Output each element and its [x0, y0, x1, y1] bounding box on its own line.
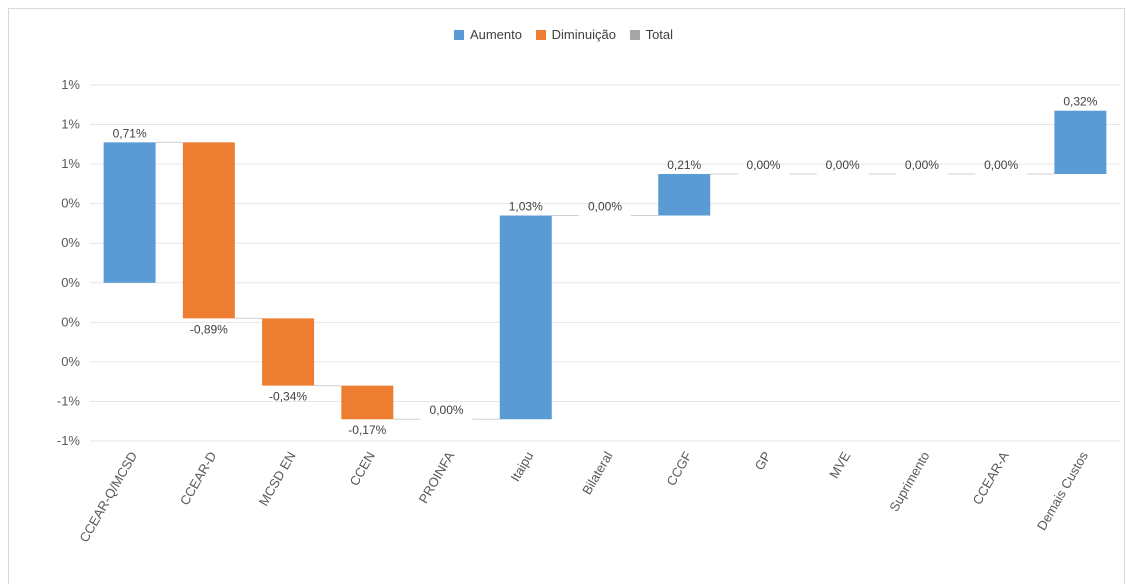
y-tick-label: -1%: [57, 433, 81, 448]
y-tick-label: 0%: [61, 354, 80, 369]
x-tick-label: Bilateral: [579, 449, 616, 497]
waterfall-bar[interactable]: [103, 142, 156, 283]
x-tick-label: GP: [752, 449, 774, 473]
data-label: 0,00%: [905, 158, 939, 172]
data-label: 0,00%: [588, 200, 622, 214]
legend-label-diminuicao: Diminuição: [551, 27, 616, 42]
y-tick-label: 1%: [61, 77, 80, 92]
x-tick-label: CCEAR-Q/MCSD: [76, 449, 140, 545]
x-tick-label: CCEAR-A: [970, 449, 1012, 507]
waterfall-bar[interactable]: [262, 318, 315, 386]
y-axis-tick-labels: 1% 1% 1% 0% 0% 0% 0% 0% -1% -1%: [57, 77, 81, 448]
data-label: 0,21%: [667, 158, 701, 172]
x-tick-label: Demais Custos: [1034, 449, 1091, 533]
waterfall-bar[interactable]: [1054, 110, 1107, 174]
y-tick-label: 0%: [61, 235, 80, 250]
x-tick-label: Suprimento: [886, 449, 932, 514]
bars: [103, 110, 1107, 420]
legend-label-total: Total: [645, 27, 674, 42]
data-label: 0,71%: [113, 126, 147, 140]
data-label: -0,89%: [190, 322, 228, 336]
waterfall-bar[interactable]: [341, 385, 394, 420]
legend-item-aumento[interactable]: Aumento: [453, 27, 522, 42]
data-label: -0,17%: [348, 423, 386, 437]
waterfall-bar[interactable]: [499, 215, 552, 420]
data-labels: 0,71% -0,89% -0,34% -0,17% 0,00% 1,03% 0,00% 0,…: [113, 95, 1098, 438]
data-label: 0,00%: [746, 158, 780, 172]
legend-label-aumento: Aumento: [469, 27, 522, 42]
y-tick-label: -1%: [57, 393, 81, 408]
legend-swatch-diminuicao: [535, 29, 546, 40]
data-label: -0,34%: [269, 390, 307, 404]
data-label: 1,03%: [509, 200, 543, 214]
y-tick-label: 0%: [61, 314, 80, 329]
legend-swatch-total: [629, 29, 640, 40]
x-axis-tick-labels: CCEAR-Q/MCSD CCEAR-D MCSD EN CCEN PROINFA Ita…: [76, 449, 1091, 545]
legend-swatch-aumento: [453, 29, 464, 40]
x-tick-label: CCEAR-D: [177, 449, 220, 508]
legend-item-diminuicao[interactable]: Diminuição: [535, 27, 616, 42]
connector-lines: [155, 141, 1055, 420]
y-tick-label: 0%: [61, 275, 80, 290]
chart-legend: Aumento Diminuição Total: [0, 27, 1127, 43]
data-label: 0,00%: [984, 158, 1018, 172]
y-tick-label: 1%: [61, 117, 80, 132]
waterfall-bar[interactable]: [658, 174, 711, 216]
waterfall-bar[interactable]: [182, 142, 235, 319]
data-label: 0,00%: [826, 158, 860, 172]
x-tick-label: MCSD EN: [256, 449, 299, 508]
y-tick-label: 0%: [61, 196, 80, 211]
x-tick-label: CCEN: [346, 449, 377, 488]
x-tick-label: Itaipu: [507, 449, 536, 484]
y-tick-label: 1%: [61, 156, 80, 171]
gridlines: [90, 84, 1120, 442]
legend-item-total[interactable]: Total: [629, 27, 674, 42]
x-tick-label: MVE: [826, 449, 853, 481]
data-label: 0,32%: [1063, 95, 1097, 109]
data-label: 0,00%: [430, 403, 464, 417]
x-tick-label: PROINFA: [416, 449, 458, 506]
x-tick-label: CCGF: [663, 449, 694, 488]
